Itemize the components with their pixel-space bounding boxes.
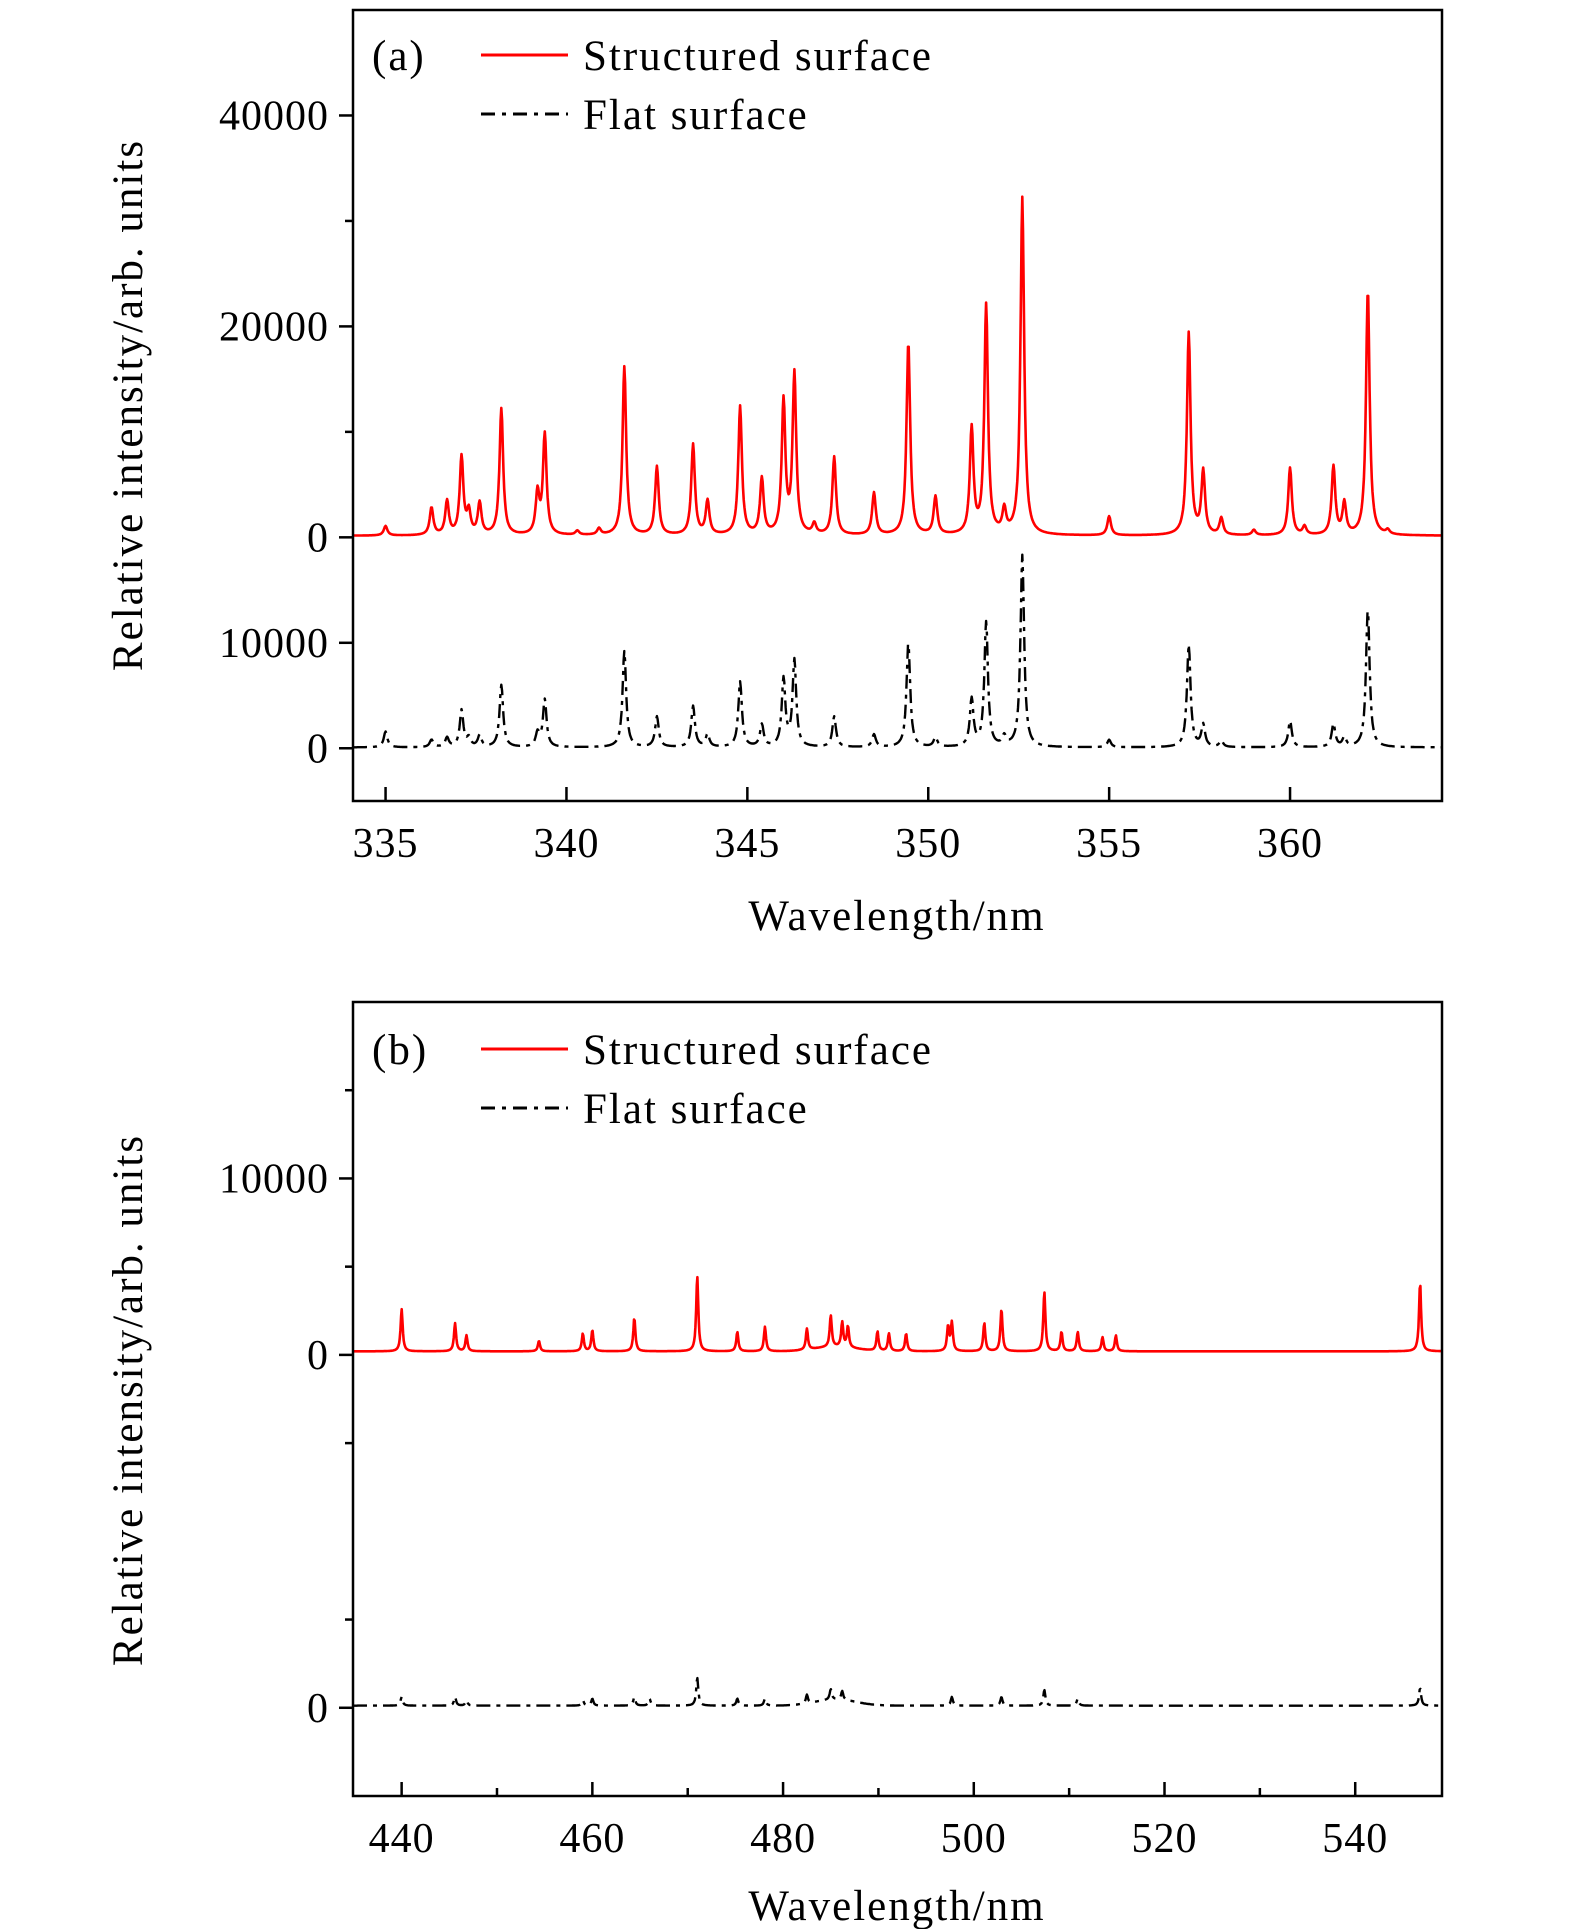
y-tick-label-b: 0 [307, 1686, 329, 1732]
x-tick-label-a: 355 [1076, 821, 1142, 867]
x-tick-label-b: 460 [559, 1816, 625, 1862]
y-tick-label-a: 0 [307, 515, 329, 561]
x-tick-label-a: 340 [533, 821, 599, 867]
legend-label-structured-a: Structured surface [583, 33, 933, 80]
x-tick-label-b: 520 [1132, 1816, 1198, 1862]
series-line-structured-b [352, 1275, 1443, 1353]
y-axis-title-a: Relative intensity/arb. units [105, 139, 152, 671]
plot-frame-a [351, 8, 1444, 803]
x-tick-label-b: 540 [1322, 1816, 1388, 1862]
y-tick-label-a: 40000 [219, 93, 329, 139]
series-line-flat-a [352, 553, 1443, 749]
legend-label-flat-b: Flat surface [583, 1086, 809, 1133]
series-line-flat-b [352, 1676, 1443, 1707]
x-tick-label-a: 335 [353, 821, 419, 867]
series-line-structured-a [352, 195, 1443, 537]
x-axis-title-b: Wavelength/nm [748, 1883, 1045, 1929]
x-tick-label-a: 345 [714, 821, 780, 867]
panel-a: Relative intensity/arb. units Wavelength… [105, 8, 1444, 940]
x-tick-label-b: 500 [941, 1816, 1007, 1862]
x-tick-label-a: 350 [895, 821, 961, 867]
y-tick-label-b: 0 [307, 1333, 329, 1379]
legend-label-structured-b: Structured surface [583, 1027, 933, 1074]
y-tick-label-a: 20000 [219, 304, 329, 350]
x-tick-label-b: 440 [369, 1816, 435, 1862]
y-tick-label-a: 10000 [219, 621, 329, 667]
x-tick-label-b: 480 [750, 1816, 816, 1862]
x-tick-label-a: 360 [1257, 821, 1323, 867]
panel-label-a: (a) [372, 33, 426, 80]
panel-label-b: (b) [372, 1027, 428, 1074]
panel-b: Relative intensity/arb. units Wavelength… [105, 1000, 1444, 1929]
y-tick-label-b: 10000 [219, 1156, 329, 1202]
plot-frame-b [351, 1000, 1444, 1798]
y-tick-label-a: 0 [307, 726, 329, 772]
y-axis-title-b: Relative intensity/arb. units [105, 1134, 152, 1666]
x-axis-title-a: Wavelength/nm [748, 893, 1045, 940]
legend-label-flat-a: Flat surface [583, 92, 809, 139]
